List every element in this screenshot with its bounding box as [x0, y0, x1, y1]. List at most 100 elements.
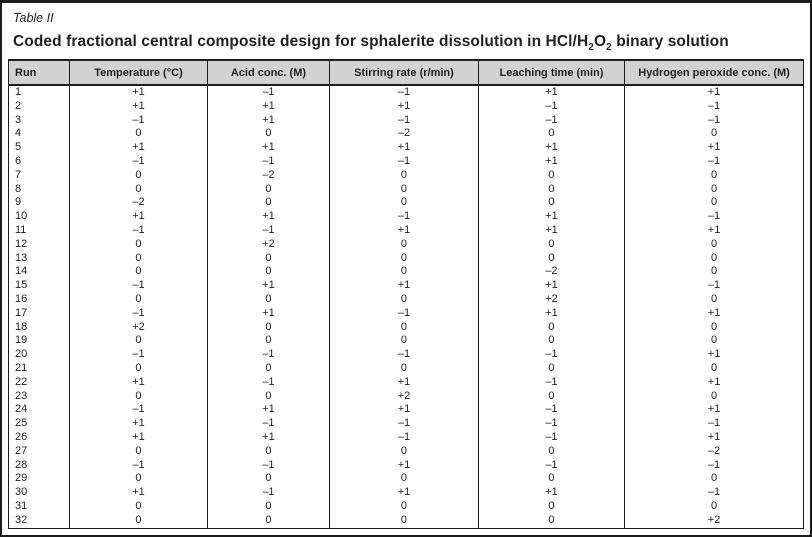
value-cell: 0 [69, 127, 208, 142]
value-cell: –1 [624, 210, 804, 224]
table-row: 20 –1 –1 –1 –1 +1 [9, 348, 804, 362]
column-header: Leaching time (min) [477, 59, 625, 86]
value-cell: –1 [206, 375, 330, 390]
value-cell: –1 [69, 458, 208, 473]
value-cell: +1 [329, 458, 479, 473]
value-cell: 0 [477, 320, 625, 335]
value-cell: 0 [624, 127, 804, 142]
value-cell: +2 [624, 513, 804, 528]
value-cell: 0 [69, 292, 208, 307]
value-cell: –1 [477, 403, 625, 418]
value-cell: 0 [329, 292, 479, 307]
table-row: 21 0 0 0 0 0 [9, 361, 804, 376]
value-cell: –1 [624, 154, 804, 169]
column-header: Stirring rate (r/min) [329, 59, 479, 86]
value-cell: +1 [206, 403, 330, 418]
title-text: binary solution [611, 33, 729, 50]
value-cell: 0 [329, 182, 479, 197]
value-cell: +2 [329, 389, 479, 404]
value-cell: +1 [206, 306, 330, 321]
value-cell: –1 [329, 85, 479, 100]
value-cell: –1 [206, 417, 330, 431]
value-cell: 0 [69, 182, 208, 197]
table-row: 5 +1 +1 +1 +1 +1 [9, 141, 804, 155]
value-cell: –2 [69, 196, 208, 211]
value-cell: 0 [69, 472, 208, 487]
value-cell: +1 [477, 210, 625, 224]
value-cell: +1 [477, 279, 625, 293]
title-subscript: 2 [588, 42, 594, 54]
table-label: Table II [13, 11, 54, 25]
value-cell: 0 [477, 196, 625, 211]
value-cell: +1 [329, 279, 479, 293]
value-cell: –2 [624, 444, 804, 459]
value-cell: 0 [206, 389, 330, 404]
value-cell: +2 [477, 292, 625, 307]
value-cell: –1 [329, 306, 479, 321]
value-cell: +1 [69, 210, 208, 224]
table-row: 3 –1 +1 –1 –1 –1 [9, 113, 804, 128]
value-cell: 0 [624, 168, 804, 183]
value-cell: 0 [69, 237, 208, 252]
value-cell: 0 [624, 182, 804, 197]
value-cell: 0 [329, 361, 479, 376]
value-cell: +1 [206, 279, 330, 293]
value-cell: 0 [329, 251, 479, 266]
value-cell: +1 [477, 154, 625, 169]
value-cell: 0 [477, 237, 625, 252]
value-cell: –2 [329, 127, 479, 142]
run-cell: 3 [15, 113, 22, 126]
value-cell: 0 [329, 196, 479, 211]
table-row: 18 +2 0 0 0 0 [9, 320, 804, 335]
value-cell: 0 [477, 513, 625, 528]
table-row: 10 +1 +1 –1 +1 –1 [9, 210, 804, 224]
value-cell: –1 [206, 154, 330, 169]
value-cell: +1 [477, 306, 625, 321]
value-cell: –1 [624, 113, 804, 128]
run-cell: 7 [15, 168, 22, 181]
value-cell: 0 [206, 182, 330, 197]
table-row: 30 +1 –1 +1 +1 –1 [9, 486, 804, 500]
table-row: 4 0 0 –2 0 0 [9, 127, 804, 142]
value-cell: –1 [477, 99, 625, 114]
value-cell: –1 [477, 375, 625, 390]
value-cell: +1 [69, 85, 208, 100]
run-cell: 15 [15, 279, 28, 292]
value-cell: 0 [624, 499, 804, 514]
value-cell: 0 [624, 292, 804, 307]
value-cell: 0 [206, 196, 330, 211]
run-cell: 9 [15, 196, 22, 209]
value-cell: 0 [69, 361, 208, 376]
value-cell: 0 [477, 499, 625, 514]
value-cell: +1 [624, 403, 804, 418]
table-row: 28 –1 –1 +1 –1 –1 [9, 458, 804, 473]
table-row: 16 0 0 0 +2 0 [9, 292, 804, 307]
value-cell: +1 [206, 210, 330, 224]
value-cell: –1 [69, 113, 208, 128]
table-row: 29 0 0 0 0 0 [9, 472, 804, 487]
value-cell: +2 [69, 320, 208, 335]
value-cell: 0 [69, 389, 208, 404]
table-row: 15 –1 +1 +1 +1 –1 [9, 279, 804, 293]
value-cell: +1 [206, 99, 330, 114]
value-cell: 0 [477, 472, 625, 487]
run-cell: 18 [15, 320, 28, 333]
run-cell: 6 [15, 154, 22, 167]
table-row: 2 +1 +1 +1 –1 –1 [9, 99, 804, 114]
value-cell: +1 [624, 85, 804, 100]
value-cell: –1 [329, 417, 479, 431]
table-body: 1 +1 –1 –1 +1 +1 2 +1 +1 +1 –1 –1 3 –1 +1 –1 –1 –1 4 0 0 –2 0 0… [9, 85, 804, 528]
column-header: Run [8, 59, 70, 86]
run-cell: 4 [15, 127, 22, 140]
value-cell: +1 [624, 223, 804, 238]
run-cell: 16 [15, 292, 28, 305]
value-cell: 0 [329, 499, 479, 514]
value-cell: 0 [206, 472, 330, 487]
value-cell: 0 [206, 334, 330, 349]
value-cell: 0 [206, 499, 330, 514]
table-row: 7 0 –2 0 0 0 [9, 168, 804, 183]
value-cell: 0 [329, 265, 479, 280]
run-cell: 8 [15, 182, 22, 195]
design-table: Run Temperature (°C) Acid conc. (M) Stirrin… [8, 59, 804, 529]
value-cell: 0 [69, 265, 208, 280]
